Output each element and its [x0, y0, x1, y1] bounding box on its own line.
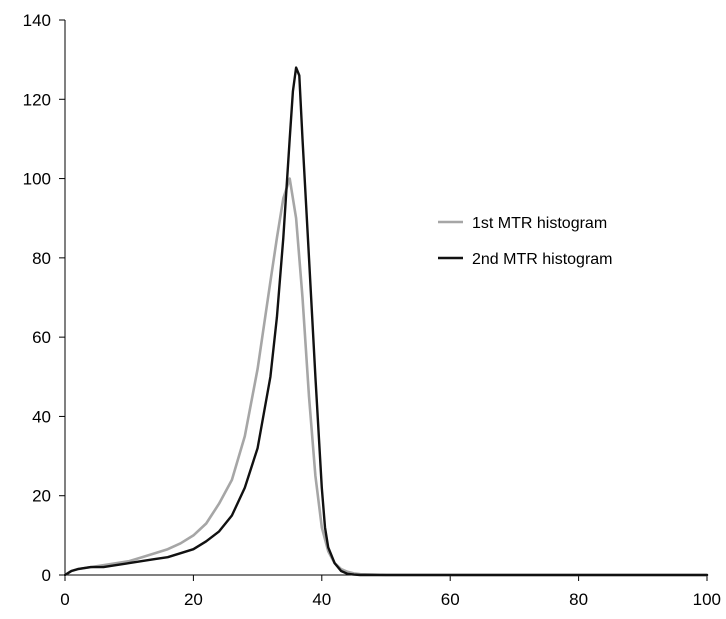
y-tick-label: 140	[23, 11, 51, 30]
series-line-2nd-mtr	[63, 66, 709, 577]
y-tick-label: 80	[32, 249, 51, 268]
x-tick-label: 20	[184, 590, 203, 609]
x-tick-label: 40	[312, 590, 331, 609]
y-tick-label: 40	[32, 407, 51, 426]
x-tick-label: 0	[60, 590, 69, 609]
y-tick-label: 0	[42, 566, 51, 585]
legend-label-2nd-mtr: 2nd MTR histogram	[472, 251, 613, 268]
legend-label-1st-mtr: 1st MTR histogram	[472, 215, 607, 232]
series-layer	[63, 66, 709, 577]
y-tick-label: 20	[32, 487, 51, 506]
y-tick-label: 100	[23, 170, 51, 189]
legend: 1st MTR histogram 2nd MTR histogram	[428, 208, 660, 270]
x-tick-label: 100	[693, 590, 721, 609]
y-tick-label: 120	[23, 90, 51, 109]
axes: 0 20 40 60 80 100 120 140 0 20 40 60 80 100	[23, 11, 721, 609]
x-tick-label: 80	[569, 590, 588, 609]
y-tick-label: 60	[32, 328, 51, 347]
x-tick-label: 60	[441, 590, 460, 609]
legend-box	[428, 208, 660, 270]
